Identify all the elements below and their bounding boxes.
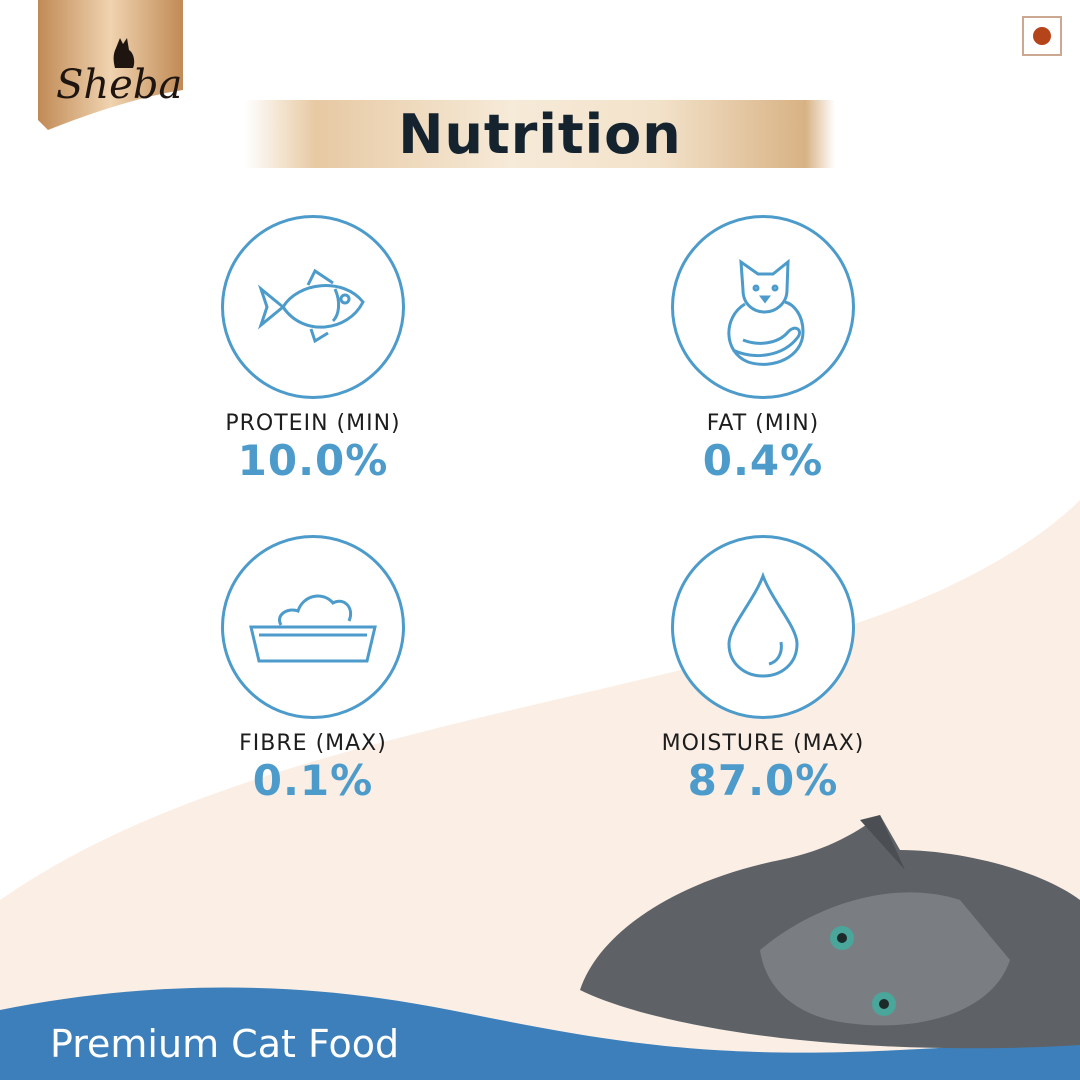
water-drop-icon xyxy=(671,535,855,719)
nutrient-value: 87.0% xyxy=(687,756,839,805)
nutrient-protein: PROTEIN (MIN) 10.0% xyxy=(133,215,493,485)
food-bowl-icon xyxy=(221,535,405,719)
nutrient-label: MOISTURE (MAX) xyxy=(661,731,865,756)
nutrient-label: FAT (MIN) xyxy=(706,411,820,436)
nutrient-value: 0.1% xyxy=(252,756,374,805)
fish-icon xyxy=(221,215,405,399)
svg-text:Sheba: Sheba xyxy=(56,62,182,108)
nutrient-label: PROTEIN (MIN) xyxy=(225,411,401,436)
veg-mark-icon xyxy=(1022,16,1062,56)
nutrient-fibre: FIBRE (MAX) 0.1% xyxy=(133,535,493,805)
nutrient-value: 0.4% xyxy=(702,436,824,485)
sheba-logo: Sheba xyxy=(38,0,183,130)
nutrient-moisture: MOISTURE (MAX) 87.0% xyxy=(583,535,943,805)
page-title: Nutrition xyxy=(398,102,682,166)
cat-photo xyxy=(580,815,1080,1049)
title-banner: Nutrition xyxy=(245,100,835,168)
cat-icon xyxy=(671,215,855,399)
nutrient-label: FIBRE (MAX) xyxy=(239,731,387,756)
tagline: Premium Cat Food xyxy=(50,1022,400,1066)
nutrient-value: 10.0% xyxy=(237,436,389,485)
nutrient-fat: FAT (MIN) 0.4% xyxy=(583,215,943,485)
